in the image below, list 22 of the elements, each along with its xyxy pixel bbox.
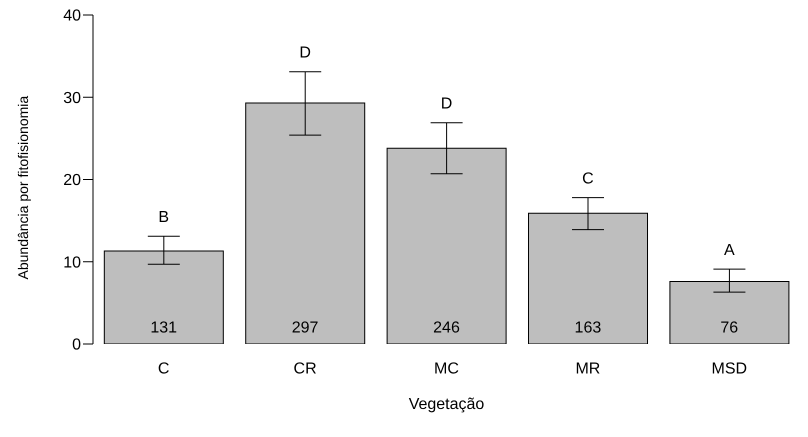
annotation: A	[724, 242, 735, 259]
annotation: D	[299, 44, 311, 62]
x-tick-label: CR	[294, 360, 317, 378]
annotation: 246	[433, 320, 460, 337]
y-tick-label: 10	[63, 254, 82, 272]
y-tick-label: 20	[63, 172, 82, 190]
x-axis-title: Vegetação	[408, 396, 484, 413]
annotation: D	[440, 95, 452, 112]
y-tick-label: 40	[63, 8, 82, 25]
y-tick-label: 0	[72, 336, 82, 354]
annotation: 163	[574, 320, 602, 337]
annotation: C	[582, 170, 594, 188]
y-axis-title: Abundância por fitofisionomia	[14, 96, 31, 280]
annotation: 76	[720, 320, 738, 337]
y-tick-label: 30	[63, 90, 82, 107]
annotation: 297	[292, 320, 319, 337]
annotation: B	[158, 208, 170, 226]
annotation: 131	[150, 320, 178, 337]
x-tick-label: MR	[575, 360, 600, 378]
x-tick-label: MSD	[712, 360, 748, 378]
x-tick-label: MC	[434, 360, 459, 378]
x-tick-label: C	[158, 360, 170, 378]
